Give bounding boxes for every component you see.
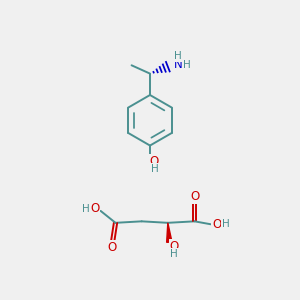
Text: O: O xyxy=(107,241,117,254)
Text: O: O xyxy=(190,190,199,203)
Text: O: O xyxy=(90,202,99,215)
Polygon shape xyxy=(167,223,172,242)
Text: H: H xyxy=(151,164,158,174)
Text: O: O xyxy=(150,155,159,168)
Text: O: O xyxy=(170,240,179,253)
Text: N: N xyxy=(174,58,182,71)
Text: H: H xyxy=(82,204,90,214)
Text: O: O xyxy=(212,218,221,231)
Text: H: H xyxy=(183,60,191,70)
Text: H: H xyxy=(174,51,182,62)
Text: H: H xyxy=(170,249,178,259)
Text: H: H xyxy=(222,219,230,229)
